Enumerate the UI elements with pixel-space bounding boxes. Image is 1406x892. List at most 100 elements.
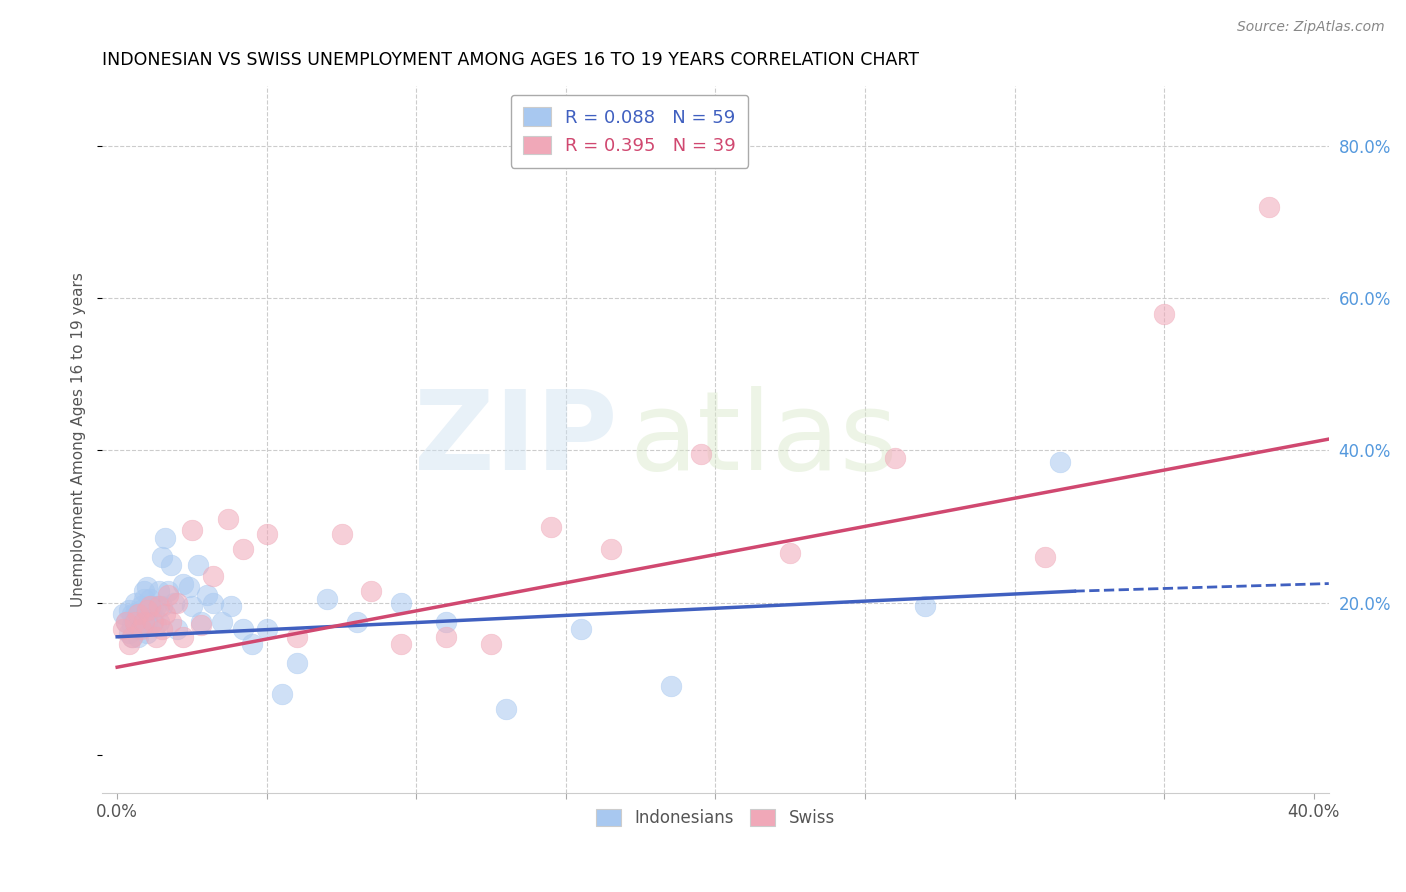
- Point: [157, 584, 180, 599]
- Point: [150, 599, 173, 614]
- Point: [160, 558, 183, 572]
- Point: [127, 607, 149, 621]
- Point: [139, 603, 162, 617]
- Text: Source: ZipAtlas.com: Source: ZipAtlas.com: [1237, 20, 1385, 34]
- Point: [779, 546, 801, 560]
- Point: [187, 558, 209, 572]
- Point: [256, 622, 278, 636]
- Point: [270, 687, 292, 701]
- Point: [569, 622, 592, 636]
- Point: [1153, 307, 1175, 321]
- Point: [201, 569, 224, 583]
- Point: [112, 622, 135, 636]
- Point: [112, 607, 135, 621]
- Point: [540, 519, 562, 533]
- Point: [1258, 200, 1281, 214]
- Point: [148, 584, 170, 599]
- Y-axis label: Unemployment Among Ages 16 to 19 years: Unemployment Among Ages 16 to 19 years: [72, 272, 86, 607]
- Point: [136, 615, 159, 629]
- Point: [495, 702, 517, 716]
- Point: [1049, 455, 1071, 469]
- Point: [217, 512, 239, 526]
- Point: [479, 637, 502, 651]
- Point: [153, 607, 176, 621]
- Point: [177, 580, 200, 594]
- Point: [118, 626, 141, 640]
- Point: [157, 588, 180, 602]
- Point: [124, 607, 146, 621]
- Point: [139, 599, 162, 614]
- Point: [150, 549, 173, 564]
- Point: [434, 630, 457, 644]
- Point: [232, 622, 254, 636]
- Point: [136, 580, 159, 594]
- Point: [232, 542, 254, 557]
- Point: [315, 591, 337, 606]
- Point: [121, 630, 143, 644]
- Point: [689, 447, 711, 461]
- Point: [190, 615, 212, 629]
- Point: [285, 630, 308, 644]
- Point: [240, 637, 263, 651]
- Point: [124, 615, 146, 629]
- Text: ZIP: ZIP: [413, 385, 617, 492]
- Point: [127, 630, 149, 644]
- Text: INDONESIAN VS SWISS UNEMPLOYMENT AMONG AGES 16 TO 19 YEARS CORRELATION CHART: INDONESIAN VS SWISS UNEMPLOYMENT AMONG A…: [103, 51, 920, 69]
- Point: [124, 615, 146, 629]
- Point: [914, 599, 936, 614]
- Point: [127, 607, 149, 621]
- Point: [181, 524, 204, 538]
- Text: atlas: atlas: [630, 385, 898, 492]
- Point: [389, 596, 412, 610]
- Point: [153, 531, 176, 545]
- Point: [434, 615, 457, 629]
- Point: [195, 588, 218, 602]
- Point: [136, 603, 159, 617]
- Point: [129, 603, 152, 617]
- Point: [129, 615, 152, 629]
- Point: [360, 584, 382, 599]
- Point: [142, 615, 165, 629]
- Point: [132, 591, 155, 606]
- Point: [121, 607, 143, 621]
- Point: [145, 630, 167, 644]
- Point: [211, 615, 233, 629]
- Point: [118, 603, 141, 617]
- Point: [148, 599, 170, 614]
- Point: [172, 630, 194, 644]
- Point: [115, 615, 138, 629]
- Point: [1033, 549, 1056, 564]
- Point: [150, 622, 173, 636]
- Point: [219, 599, 242, 614]
- Point: [127, 622, 149, 636]
- Point: [166, 622, 188, 636]
- Point: [172, 576, 194, 591]
- Point: [142, 599, 165, 614]
- Point: [129, 622, 152, 636]
- Legend: Indonesians, Swiss: Indonesians, Swiss: [589, 802, 842, 834]
- Point: [181, 599, 204, 614]
- Point: [201, 596, 224, 610]
- Point: [139, 591, 162, 606]
- Point: [132, 584, 155, 599]
- Point: [163, 596, 186, 610]
- Point: [285, 657, 308, 671]
- Point: [136, 626, 159, 640]
- Point: [121, 618, 143, 632]
- Point: [118, 637, 141, 651]
- Point: [115, 615, 138, 629]
- Point: [148, 615, 170, 629]
- Point: [884, 451, 907, 466]
- Point: [256, 527, 278, 541]
- Point: [132, 615, 155, 629]
- Point: [599, 542, 621, 557]
- Point: [659, 679, 682, 693]
- Point: [124, 596, 146, 610]
- Point: [330, 527, 353, 541]
- Point: [166, 596, 188, 610]
- Point: [142, 615, 165, 629]
- Point: [190, 618, 212, 632]
- Point: [121, 630, 143, 644]
- Point: [145, 599, 167, 614]
- Point: [129, 599, 152, 614]
